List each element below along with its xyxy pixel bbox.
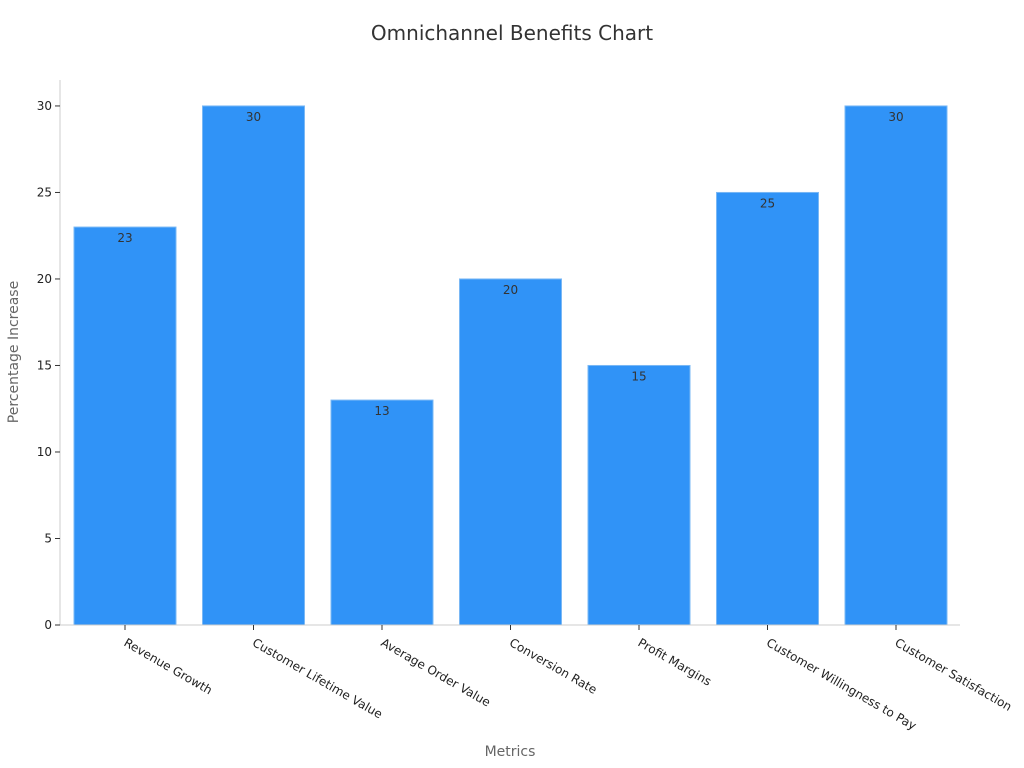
x-tick-label: Profit Margins	[636, 635, 714, 688]
bar-5	[587, 364, 691, 626]
y-tick-label: 5	[44, 531, 52, 545]
bar-7	[844, 105, 948, 626]
x-tick-label: Revenue Growth	[122, 635, 215, 697]
data-labels-layer: 23 30 13 20 15 25 30	[117, 110, 903, 418]
bar-value-label: 13	[374, 404, 389, 418]
y-axis-title: Percentage Increase	[6, 281, 22, 423]
bar-value-label: 15	[631, 369, 646, 383]
y-tick-label: 25	[37, 185, 52, 199]
bar-2	[202, 105, 305, 626]
bar-6	[716, 191, 819, 626]
x-tick-label: Conversion Rate	[507, 635, 599, 696]
x-tick-label: Customer Willingness to Pay	[764, 635, 919, 732]
y-axis-ticks: 0 5 10 15 20 25 30	[37, 99, 60, 632]
bar-4	[459, 278, 562, 626]
bar-value-label: 23	[117, 231, 132, 245]
y-tick-label: 0	[44, 618, 52, 632]
bar-value-label: 25	[760, 196, 775, 210]
bar-1	[73, 226, 177, 626]
y-tick-label: 10	[37, 445, 52, 459]
x-tick-label: Customer Satisfaction	[893, 635, 1015, 713]
y-tick-label: 20	[37, 272, 52, 286]
y-tick-label: 15	[37, 358, 52, 372]
bar-3	[330, 399, 434, 626]
x-tick-label: Average Order Value	[379, 635, 493, 709]
y-tick-label: 30	[37, 99, 52, 113]
bars-layer	[73, 105, 948, 626]
bar-value-label: 30	[888, 110, 903, 124]
x-tick-label: Customer Lifetime Value	[250, 635, 385, 721]
bar-value-label: 30	[246, 110, 261, 124]
bar-value-label: 20	[503, 283, 518, 297]
x-axis-title: Metrics	[485, 744, 536, 760]
x-axis-ticks: Revenue Growth Customer Lifetime ValueAve…	[122, 625, 1015, 733]
chart-title: Omnichannel Benefits Chart	[371, 21, 653, 45]
